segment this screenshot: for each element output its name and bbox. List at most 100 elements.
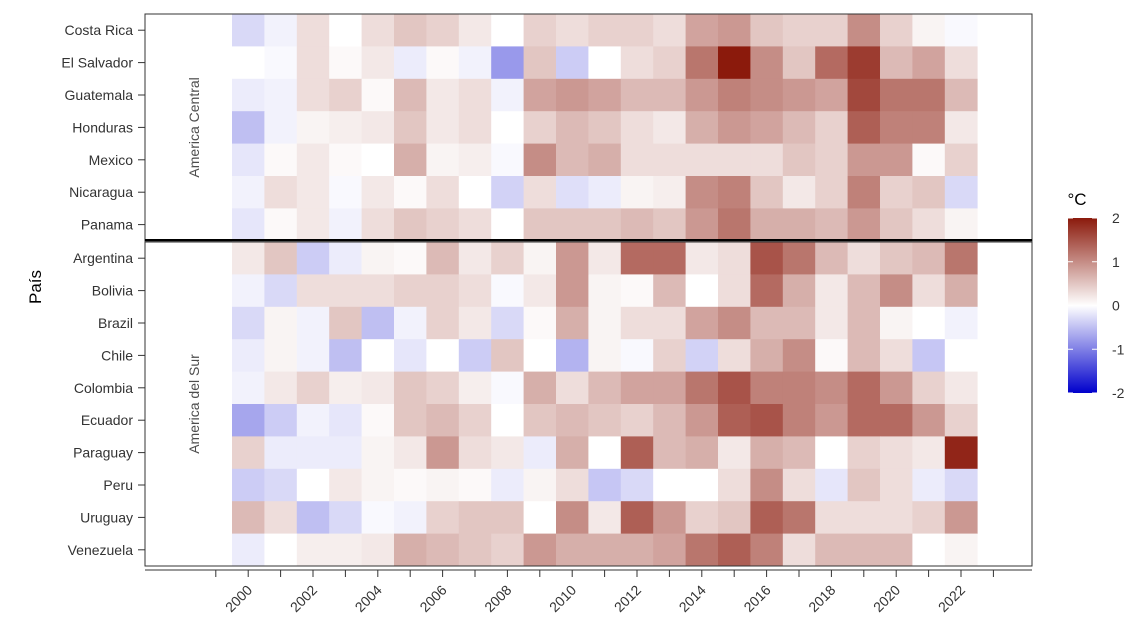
heatmap-cell [880, 468, 913, 502]
heatmap-cell [782, 371, 816, 405]
y-tick-label: Nicaragua [69, 184, 133, 200]
heatmap-cell [718, 46, 751, 80]
heatmap-cell [653, 242, 686, 275]
heatmap-cell [847, 371, 881, 405]
heatmap-cell [750, 339, 784, 372]
heatmap-cell [620, 468, 654, 502]
heatmap-cell [620, 306, 654, 340]
heatmap-cell [329, 46, 362, 80]
heatmap-cell [718, 208, 751, 242]
heatmap-cell [296, 176, 330, 209]
heatmap-cell [620, 111, 654, 144]
heatmap-cell [912, 306, 946, 340]
heatmap-cell [815, 339, 848, 372]
heatmap-cell [588, 176, 622, 209]
heatmap-cell [912, 78, 946, 112]
heatmap-cell [718, 371, 751, 405]
heatmap-cell [653, 533, 686, 567]
heatmap-cell [620, 501, 654, 534]
heatmap-cell [653, 468, 686, 502]
heatmap-cell [880, 404, 913, 437]
heatmap-cell [815, 371, 848, 405]
heatmap-cell [264, 46, 298, 80]
heatmap-cell [556, 14, 589, 47]
heatmap-cell [491, 306, 524, 340]
heatmap-cell [361, 46, 395, 80]
heatmap-cell [750, 46, 784, 80]
heatmap-cell [653, 14, 686, 47]
heatmap-cell [491, 371, 524, 405]
heatmap-cell [685, 306, 719, 340]
y-tick-label: Argentina [73, 250, 133, 266]
heatmap-cell [361, 242, 395, 275]
heatmap-cell [880, 242, 913, 275]
y-tick-label: Venezuela [68, 542, 134, 558]
heatmap-cell [264, 533, 298, 567]
heatmap-cell [588, 208, 622, 242]
heatmap-cell [620, 46, 654, 80]
heatmap-cell [620, 274, 654, 308]
heatmap-cell [588, 274, 622, 308]
heatmap-cell [588, 339, 622, 372]
heatmap-cell [296, 143, 330, 177]
heatmap-cell [264, 111, 298, 144]
heatmap-cell [880, 46, 913, 80]
heatmap-cell [912, 176, 946, 209]
facet-strip-label: America Central [186, 77, 202, 177]
heatmap-cell [264, 501, 298, 534]
x-tick-label: 2014 [676, 582, 709, 615]
heatmap-cell [847, 242, 881, 275]
heatmap-cell [361, 306, 395, 340]
heatmap-cell [458, 143, 492, 177]
heatmap-cell [361, 14, 395, 47]
heatmap-cell [394, 46, 427, 80]
heatmap-cell [264, 176, 298, 209]
heatmap-cell [232, 404, 265, 437]
heatmap-cell [653, 274, 686, 308]
heatmap-cell [491, 111, 524, 144]
heatmap-cell [912, 501, 946, 534]
heatmap-cell [523, 111, 557, 144]
heatmap-cell [944, 371, 978, 405]
heatmap-cell [653, 176, 686, 209]
heatmap-cell [718, 306, 751, 340]
heatmap-cell [847, 404, 881, 437]
heatmap-cell [782, 274, 816, 308]
heatmap-cell [458, 533, 492, 567]
heatmap-cell [523, 78, 557, 112]
heatmap-cell [426, 306, 460, 340]
heatmap-cell [620, 371, 654, 405]
heatmap-cell [815, 143, 848, 177]
heatmap-cell [426, 46, 460, 80]
heatmap-cell [653, 143, 686, 177]
heatmap-cell [815, 46, 848, 80]
x-tick-label: 2020 [870, 582, 903, 615]
heatmap-cell [685, 501, 719, 534]
heatmap-cell [232, 46, 265, 80]
heatmap-cell [264, 306, 298, 340]
heatmap-cell [523, 501, 557, 534]
heatmap-cell [361, 436, 395, 470]
x-tick-label: 2010 [546, 582, 579, 615]
heatmap-cell [296, 14, 330, 47]
heatmap-cell [264, 436, 298, 470]
heatmap-cell [264, 14, 298, 47]
heatmap-cell [620, 533, 654, 567]
y-tick-label: Guatemala [65, 87, 134, 103]
heatmap-cell [750, 14, 784, 47]
heatmap-cell [750, 208, 784, 242]
heatmap-cell [296, 501, 330, 534]
heatmap-cell [394, 533, 427, 567]
heatmap-cell [361, 371, 395, 405]
heatmap-cell [944, 78, 978, 112]
heatmap-cell [653, 404, 686, 437]
heatmap-cell [264, 339, 298, 372]
heatmap-cell [620, 404, 654, 437]
heatmap-cell [394, 371, 427, 405]
heatmap-cell [296, 306, 330, 340]
heatmap-cell [264, 208, 298, 242]
heatmap-cell [588, 143, 622, 177]
x-tick-label: 2008 [481, 582, 514, 615]
heatmap-cell [232, 143, 265, 177]
